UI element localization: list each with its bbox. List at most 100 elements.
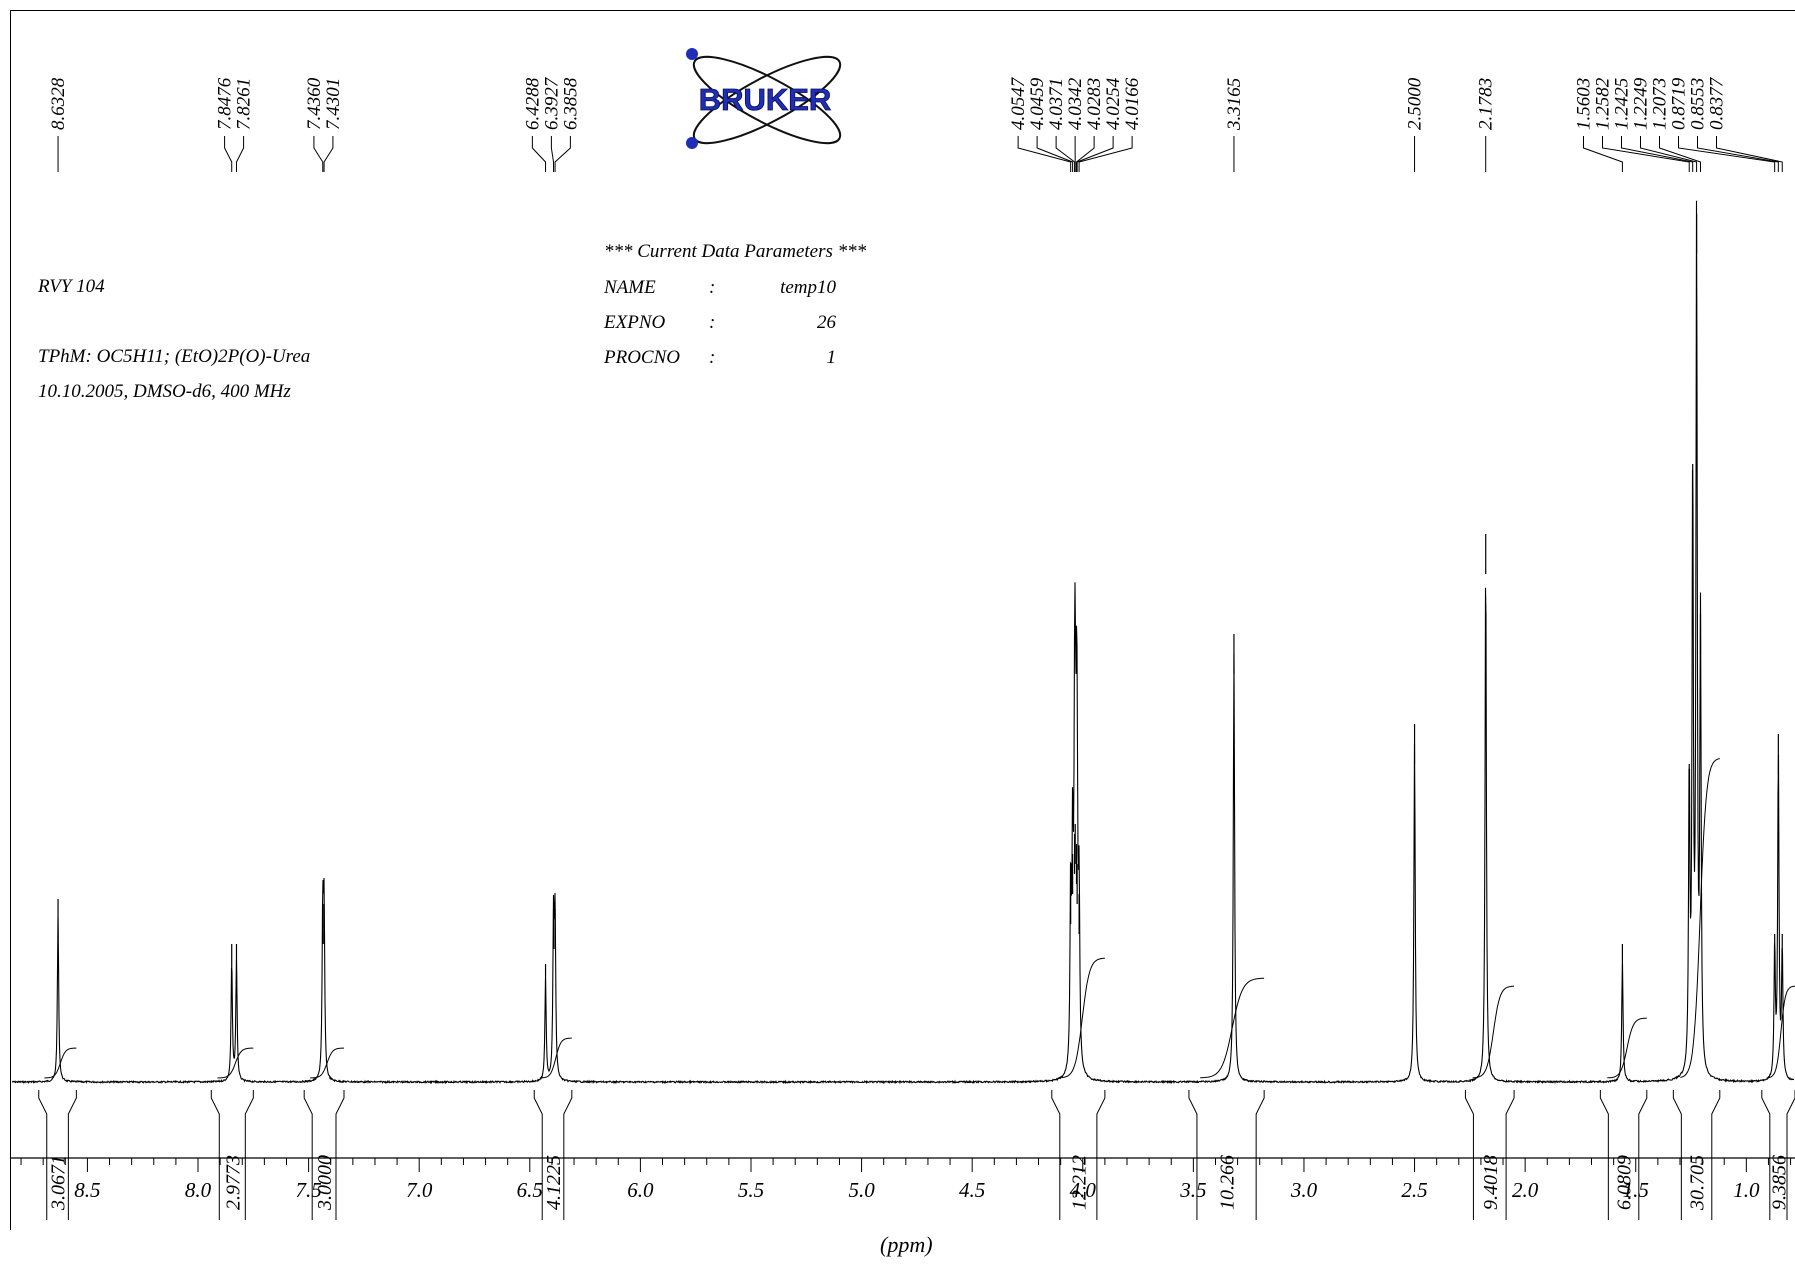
integral-bracket [1672, 1090, 1721, 1220]
integrals: 3.0671 2.9773 3.0000 4.1225 12.212 10.266 9.40… [38, 758, 1795, 1220]
parameters-title: *** Current Data Parameters *** [604, 241, 867, 262]
integral-value: 30.705 [1687, 1155, 1709, 1211]
peak-leader [1697, 136, 1779, 172]
x-tick-label: 7.5 [295, 1178, 321, 1202]
x-tick-label: 8.0 [185, 1178, 212, 1202]
integral-curve [217, 1047, 254, 1079]
integral-bracket [1761, 1090, 1795, 1220]
x-tick-label: 4.5 [959, 1178, 985, 1202]
param-key: EXPNO [604, 312, 666, 333]
integral-curve [1059, 957, 1105, 1079]
integral-value: 9.4018 [1480, 1155, 1502, 1210]
param-key: PROCNO [604, 347, 680, 368]
integral-value: 3.0671 [48, 1155, 70, 1211]
peak-label: 7.8476 [215, 77, 236, 130]
spectrum-trace [11, 200, 1795, 1085]
x-tick-label: 8.5 [74, 1178, 100, 1202]
x-tick-label: 2.5 [1401, 1178, 1427, 1202]
integral-curve [44, 1047, 77, 1079]
param-value: 1 [826, 347, 837, 368]
peak-label: 0.8377 [1707, 76, 1728, 130]
integral-value: 4.1225 [543, 1155, 565, 1210]
integral-bracket [1464, 1090, 1515, 1220]
x-tick-label: 2.0 [1512, 1178, 1539, 1202]
peak-leader [323, 136, 334, 172]
x-axis-label: (ppm) [880, 1232, 933, 1257]
integral-curve [1472, 985, 1515, 1079]
peak-label: 1.2425 [1612, 78, 1633, 130]
peak-label: 1.5603 [1574, 78, 1595, 130]
bruker-logo: BRUKER [686, 48, 842, 149]
peak-label: 1.2582 [1593, 77, 1614, 130]
x-tick-label: 6.0 [627, 1178, 654, 1202]
peak-leader [1078, 136, 1133, 172]
peak-label: 0.8719 [1669, 77, 1690, 130]
integral-curve [539, 1037, 572, 1079]
x-tick-label: 3.5 [1179, 1178, 1206, 1202]
peak-label: 4.0283 [1084, 78, 1105, 130]
peak-leader [1602, 136, 1690, 172]
x-tick-label: 5.5 [738, 1178, 764, 1202]
param-key: NAME [604, 277, 656, 298]
peak-leader [1716, 136, 1783, 172]
logo-orbit-1 [692, 55, 842, 145]
x-tick-label: 5.0 [848, 1178, 875, 1202]
integral-curve [1680, 758, 1720, 1078]
peak-label: 4.0166 [1122, 77, 1143, 130]
peak-label: 1.2073 [1650, 78, 1671, 130]
spectrum-line [11, 200, 1795, 1085]
peak-label: 3.3165 [1224, 78, 1245, 131]
peak-leader [1621, 136, 1694, 172]
logo-text: BRUKER [699, 82, 832, 117]
peak-label: 4.0342 [1065, 77, 1086, 130]
integral-value: 2.9773 [222, 1155, 244, 1210]
integral-bracket [533, 1090, 573, 1220]
peak-leader [1055, 136, 1076, 172]
integral-bracket [1188, 1090, 1265, 1220]
x-tick-label: 7.0 [406, 1178, 433, 1202]
peak-label: 8.6328 [48, 77, 69, 130]
peak-label: 4.0547 [1008, 76, 1029, 130]
peak-leader [1583, 136, 1623, 172]
integral-value: 10.266 [1217, 1155, 1239, 1210]
peak-label: 4.0459 [1027, 77, 1048, 130]
peak-label: 2.5000 [1405, 77, 1426, 130]
integral-bracket [303, 1090, 345, 1220]
peak-leader [224, 136, 233, 172]
peak-label: 1.2249 [1631, 77, 1652, 130]
integral-bracket [1599, 1090, 1648, 1220]
peak-leader [531, 136, 547, 172]
integral-value: 6.0809 [1614, 1155, 1636, 1210]
peak-label: 6.4288 [522, 77, 543, 130]
compound-label: TPhM: OC5H11; (EtO)2P(O)-Urea [38, 346, 311, 367]
peak-label: 0.8553 [1688, 78, 1709, 130]
peak-leader [550, 136, 555, 172]
integral-curve [310, 1047, 344, 1079]
param-value: temp10 [780, 277, 836, 298]
peak-label: 4.0254 [1103, 77, 1124, 130]
peak-leader [1640, 136, 1698, 172]
param-value: 26 [817, 312, 836, 333]
peak-leader [1017, 136, 1072, 172]
integral-bracket [210, 1090, 254, 1220]
sample-id: RVY 104 [38, 276, 105, 297]
x-tick-label: 6.5 [517, 1178, 543, 1202]
x-tick-label: 3.0 [1290, 1178, 1318, 1202]
integral-curve [1200, 977, 1265, 1079]
integral-curve [1607, 1017, 1647, 1079]
param-sep: : [709, 312, 716, 333]
integral-value: 12.212 [1068, 1155, 1090, 1210]
integral-bracket [1051, 1090, 1106, 1220]
peak-leader [1659, 136, 1701, 172]
peak-leader [554, 136, 571, 172]
integral-value: 9.3856 [1768, 1155, 1790, 1210]
param-sep: : [709, 347, 716, 368]
peak-leader [1076, 136, 1095, 172]
integral-curve [1766, 985, 1795, 1079]
peak-label: 6.3858 [560, 77, 581, 130]
logo-dot-top [686, 48, 698, 60]
peak-label: 2.1783 [1476, 78, 1497, 130]
x-axis: 8.5 8.0 7.5 7.0 6.5 6.0 5.5 5.0 4.5 4.0 3.5 3.0 2.5 2… [10, 1157, 1795, 1202]
